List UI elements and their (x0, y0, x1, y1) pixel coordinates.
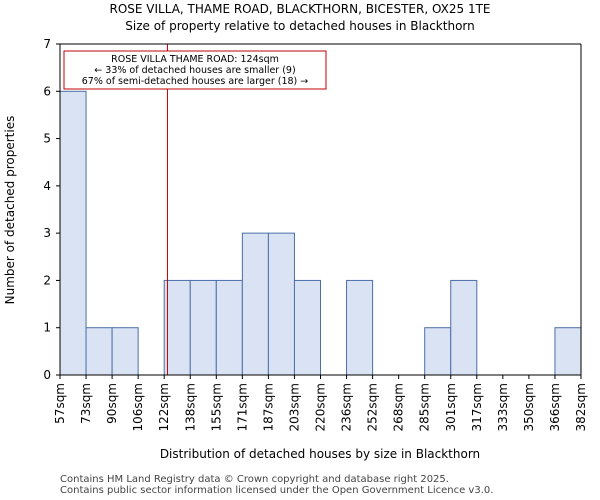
x-tick-label-301sqm: 301sqm (444, 383, 458, 431)
footer-line-2: Contains public sector information licen… (60, 485, 494, 496)
x-tick-label-90sqm: 90sqm (105, 383, 119, 424)
x-tick-label-382sqm: 382sqm (574, 383, 588, 431)
bar-366sqm (554, 327, 582, 376)
x-tick-label-220sqm: 220sqm (314, 383, 328, 431)
bar-171sqm (241, 232, 269, 376)
bar-122sqm (163, 279, 191, 376)
footer-line-1: Contains HM Land Registry data © Crown c… (60, 474, 449, 485)
bar-155sqm (215, 279, 243, 376)
x-tick-label-187sqm: 187sqm (261, 383, 275, 431)
annotation-border (63, 50, 327, 90)
annotation-line-3: 67% of semi-detached houses are larger (… (82, 76, 309, 87)
annotation-box: ROSE VILLA THAME ROAD: 124sqm ← 33% of d… (63, 50, 327, 90)
y-tick-label-7: 7 (43, 37, 51, 51)
bar-301sqm (450, 279, 478, 376)
bar-90sqm (111, 327, 139, 376)
x-tick-label-203sqm: 203sqm (287, 383, 301, 431)
x-tick-label-138sqm: 138sqm (183, 383, 197, 431)
annotation-line-2: ← 33% of detached houses are smaller (9) (94, 65, 295, 76)
y-tick-label-0: 0 (43, 368, 51, 382)
x-axis-label: Distribution of detached houses by size … (160, 447, 480, 461)
y-tick-label-2: 2 (43, 273, 51, 287)
bar-57sqm (59, 90, 87, 376)
annotation-line-1: ROSE VILLA THAME ROAD: 124sqm (111, 54, 279, 65)
bar-138sqm (189, 279, 217, 376)
x-tick-label-57sqm: 57sqm (53, 383, 67, 424)
y-tick-label-5: 5 (43, 132, 51, 146)
y-tick-label-3: 3 (43, 226, 51, 240)
x-tick-label-155sqm: 155sqm (209, 383, 223, 431)
x-tick-label-366sqm: 366sqm (548, 383, 562, 431)
x-tick-label-73sqm: 73sqm (79, 383, 93, 424)
axes-group: 0 1 2 3 4 5 6 7 57sqm 73sqm 90sqm 106sqm 122sqm 138sq… (43, 37, 588, 431)
x-tick-label-333sqm: 333sqm (496, 383, 510, 431)
x-tick-label-106sqm: 106sqm (131, 383, 145, 431)
x-tick-label-317sqm: 317sqm (470, 383, 484, 431)
bar-285sqm (424, 327, 452, 376)
x-tick-label-252sqm: 252sqm (366, 383, 380, 431)
x-tick-label-350sqm: 350sqm (522, 383, 536, 431)
x-tick-label-285sqm: 285sqm (418, 383, 432, 431)
bar-187sqm (267, 232, 295, 376)
y-tick-label-4: 4 (43, 179, 51, 193)
y-tick-label-6: 6 (43, 84, 51, 98)
bar-236sqm (346, 279, 374, 376)
x-tick-label-171sqm: 171sqm (235, 383, 249, 431)
chart-title: ROSE VILLA, THAME ROAD, BLACKTHORN, BICE… (109, 2, 491, 16)
bars-group (59, 90, 582, 376)
y-axis-label: Number of detached properties (3, 116, 17, 305)
x-tick-label-268sqm: 268sqm (392, 383, 406, 431)
y-tick-label-1: 1 (43, 321, 51, 335)
bar-203sqm (293, 279, 322, 376)
x-tick-label-122sqm: 122sqm (157, 383, 171, 431)
chart-subtitle: Size of property relative to detached ho… (125, 19, 475, 33)
bar-73sqm (85, 327, 113, 376)
x-tick-label-236sqm: 236sqm (340, 383, 354, 431)
